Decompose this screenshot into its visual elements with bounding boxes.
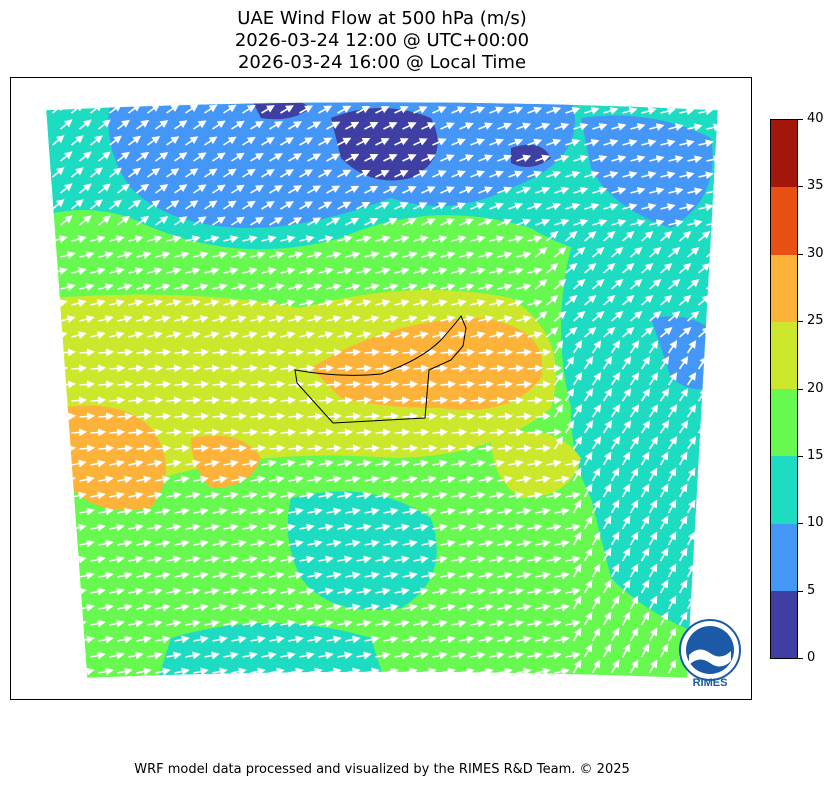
colorbar-tick xyxy=(798,590,803,592)
logo-wordmark: RIMES xyxy=(693,677,728,689)
colorbar-tick-label: 25 xyxy=(807,313,824,329)
uae-border xyxy=(294,314,467,424)
wind-speed-field xyxy=(46,102,718,678)
colorbar-segment xyxy=(771,523,797,591)
colorbar-tick-label: 0 xyxy=(807,650,816,665)
colorbar-tick xyxy=(798,658,803,659)
colorbar-tick xyxy=(798,321,803,323)
colorbar-tick xyxy=(798,455,803,457)
colorbar-tick xyxy=(798,523,803,525)
colorbar-tick-label: 20 xyxy=(807,380,824,396)
colorbar-tick xyxy=(798,388,803,390)
colorbar-tick-label: 30 xyxy=(807,245,824,261)
title-line-3: 2026-03-24 16:00 @ Local Time xyxy=(237,52,527,73)
colorbar-tick-label: 15 xyxy=(807,447,824,463)
map-title: UAE Wind Flow at 500 hPa (m/s) 2026-03-2… xyxy=(0,8,764,74)
title-line-2: 2026-03-24 12:00 @ UTC+00:00 xyxy=(234,30,530,51)
colorbar-segment xyxy=(771,590,797,658)
footer-credit: WRF model data processed and visualized … xyxy=(134,762,630,777)
colorbar-segment xyxy=(771,321,797,389)
colorbar-tick xyxy=(798,119,803,120)
colorbar xyxy=(770,119,798,659)
colorbar-tick xyxy=(798,253,803,255)
wind-vectors xyxy=(51,103,718,676)
colorbar-segment xyxy=(771,187,797,255)
colorbar-tick-label: 5 xyxy=(807,582,816,598)
colorbar-segment xyxy=(771,254,797,322)
colorbar-tick-label: 10 xyxy=(807,515,824,531)
title-line-1: UAE Wind Flow at 500 hPa (m/s) xyxy=(237,8,527,29)
colorbar-segment xyxy=(771,389,797,457)
colorbar-segment xyxy=(771,120,797,188)
colorbar-tick xyxy=(798,186,803,188)
rimes-logo: RIMES xyxy=(679,619,741,689)
colorbar-tick-label: 40 xyxy=(807,111,824,126)
map-frame xyxy=(10,77,752,700)
wind-speed-map xyxy=(45,101,719,679)
colorbar-tick-label: 35 xyxy=(807,178,824,194)
colorbar-segment xyxy=(771,456,797,524)
